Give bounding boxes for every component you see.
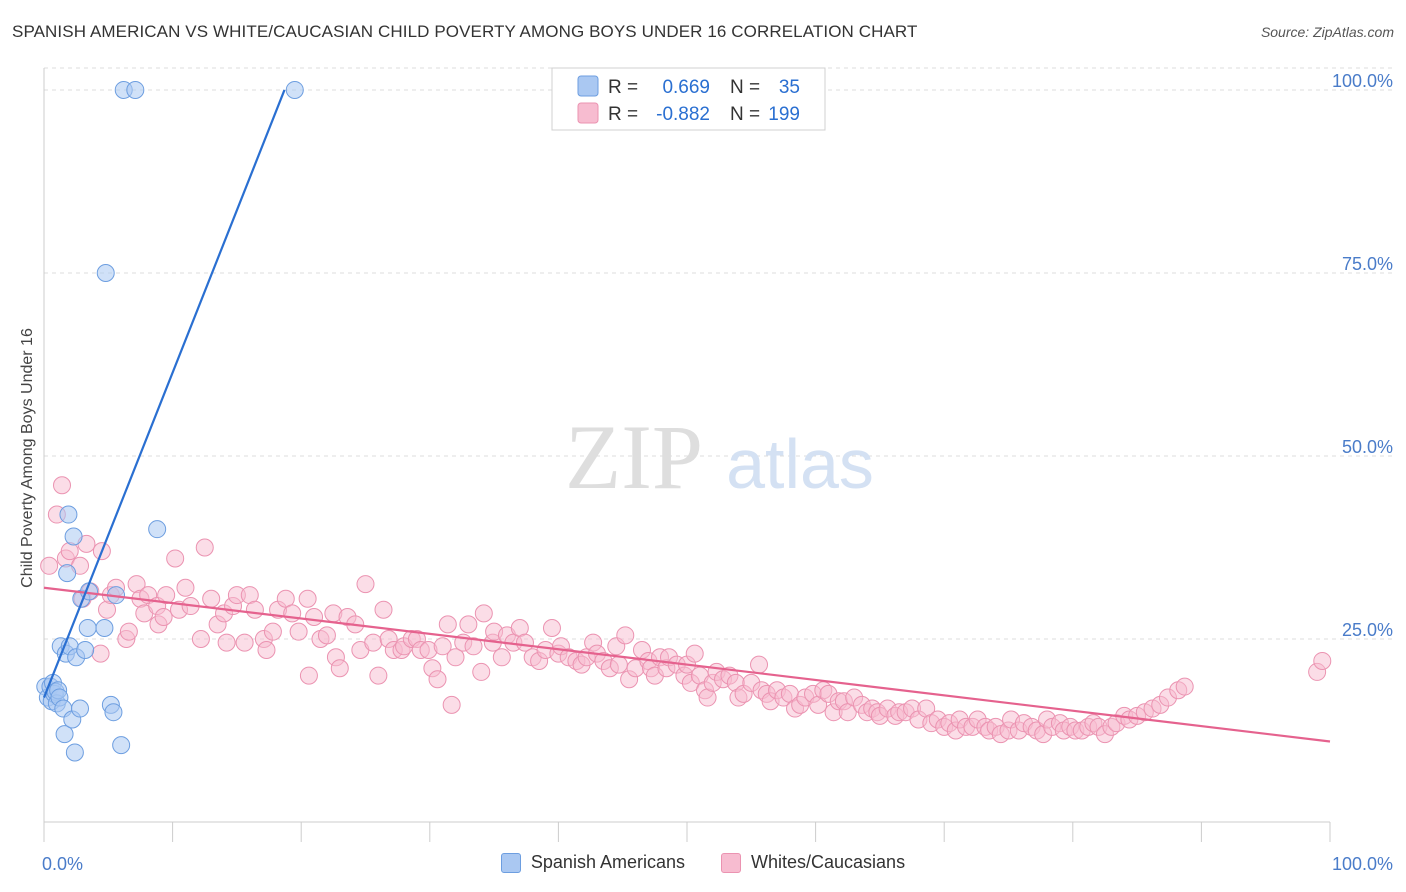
whites-caucasians-point [195,538,214,557]
spanish-americans-points [36,80,304,762]
spanish-americans-point [59,505,78,524]
whites-caucasians-points [40,476,1332,744]
bottom-legend-item-whites-caucasians: Whites/Caucasians [721,852,905,873]
x-axis-ticks [43,822,1331,842]
spanish-americans-point [55,725,74,744]
legend-r-label: R = [608,77,638,98]
bottom-legend: Spanish Americans Whites/Caucasians [0,852,1406,873]
whites-caucasians-point [53,476,72,495]
spanish-americans-point [112,736,131,755]
whites-caucasians-point [40,556,59,575]
whites-caucasians-point [119,622,138,641]
whites-caucasians-point [245,600,264,619]
whites-caucasians-trend-line [43,586,1331,743]
whites-caucasians-point [374,600,393,619]
whites-caucasians-point [364,633,383,652]
legend-pink-swatch [577,102,599,124]
whites-caucasians-point [263,622,282,641]
whites-caucasians-point [298,589,317,608]
whites-caucasians-point [91,644,110,663]
bottom-legend-blue-swatch [500,852,521,873]
whites-caucasians-point [217,633,236,652]
trend-lines [42,89,1331,743]
whites-caucasians-point [609,655,628,674]
whites-caucasians-point [257,640,276,659]
grid-lines [44,67,1392,640]
legend-n-value-pink: 199 [768,104,800,125]
whites-caucasians-point [202,589,221,608]
whites-caucasians-point [515,633,534,652]
watermark-atlas: atlas [726,425,874,503]
spanish-americans-point [58,564,77,583]
whites-caucasians-point [472,662,491,681]
spanish-americans-point [148,520,167,539]
whites-caucasians-point [330,659,349,678]
whites-caucasians-point [433,637,452,656]
whites-caucasians-point [428,670,447,689]
source-label: Source: ZipAtlas.com [1260,24,1394,40]
bottom-legend-pink-label: Whites/Caucasians [751,852,906,872]
legend-n-label: N = [730,104,760,125]
x-tick-label-max: 100.0% [1332,854,1393,874]
whites-caucasians-point [1175,677,1194,696]
stats-legend: R = 0.669 N = 35 R = -0.882 N = 199 [551,67,826,131]
whites-caucasians-point [459,615,478,634]
spanish-americans-point [78,619,97,638]
whites-caucasians-point [283,604,302,623]
y-tick-label: 100.0% [1332,71,1393,91]
whites-caucasians-point [1313,651,1332,670]
whites-caucasians-point [317,626,336,645]
spanish-americans-point [285,80,304,99]
spanish-americans-point [71,699,90,718]
whites-caucasians-point [356,575,375,594]
y-tick-label: 25.0% [1342,620,1393,640]
legend-n-value-blue: 35 [779,77,800,98]
spanish-americans-trend-line [42,89,286,698]
whites-caucasians-point [176,578,195,597]
legend-blue-swatch [577,75,599,97]
whites-caucasians-point [542,619,561,638]
chart-title: SPANISH AMERICAN VS WHITE/CAUCASIAN CHIL… [12,22,918,41]
y-tick-label: 50.0% [1342,437,1393,457]
legend-r-label: R = [608,104,638,125]
watermark-zip: ZIP [565,406,703,508]
y-tick-label: 75.0% [1342,254,1393,274]
spanish-americans-point [95,619,114,638]
x-tick-label-min: 0.0% [42,854,83,874]
legend-r-value-blue: 0.669 [662,77,710,98]
whites-caucasians-point [369,666,388,685]
whites-caucasians-point [157,586,176,605]
spanish-americans-point [64,527,83,546]
whites-caucasians-point [191,629,210,648]
whites-caucasians-point [154,608,173,627]
whites-caucasians-point [305,608,324,627]
whites-caucasians-point [685,644,704,663]
y-tick-labels: 100.0% 75.0% 50.0% 25.0% [1332,71,1393,640]
whites-caucasians-point [464,637,483,656]
whites-caucasians-point [474,604,493,623]
y-axis-label: Child Poverty Among Boys Under 16 [19,328,36,588]
whites-caucasians-point [289,622,308,641]
legend-r-value-pink: -0.882 [656,104,710,125]
spanish-americans-point [126,80,145,99]
spanish-americans-point [76,640,95,659]
whites-caucasians-point [616,626,635,645]
whites-caucasians-point [166,549,185,568]
bottom-legend-item-spanish-americans: Spanish Americans [500,852,685,873]
spanish-americans-point [104,703,123,722]
whites-caucasians-point [492,648,511,667]
legend-n-label: N = [730,77,760,98]
whites-caucasians-point [438,615,457,634]
whites-caucasians-point [442,695,461,714]
whites-caucasians-point [446,648,465,667]
spanish-americans-point [96,263,115,282]
spanish-americans-point [65,743,84,762]
whites-caucasians-point [750,655,769,674]
bottom-legend-blue-label: Spanish Americans [530,852,685,872]
bottom-legend-pink-swatch [721,852,741,873]
whites-caucasians-point [235,633,254,652]
whites-caucasians-point [299,666,318,685]
watermark: ZIP atlas [565,406,874,508]
